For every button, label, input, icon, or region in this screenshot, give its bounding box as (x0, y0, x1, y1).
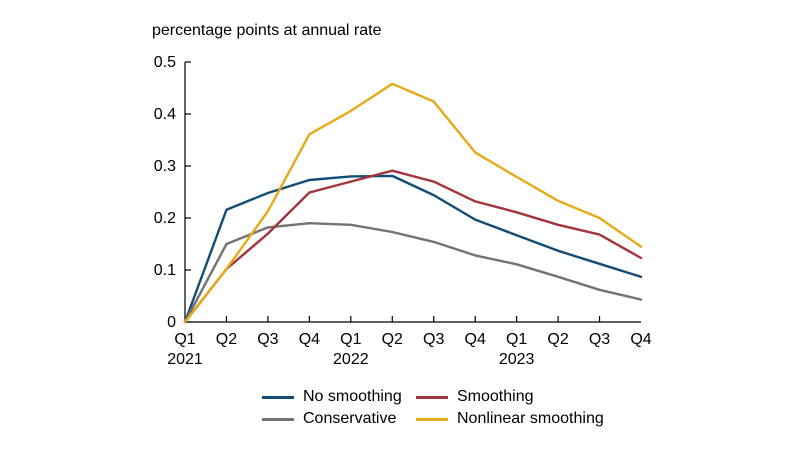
legend-item-nonlinear-smoothing: Nonlinear smoothing (416, 410, 604, 428)
x-tick-label: Q1 (174, 331, 195, 348)
legend-item-conservative: Conservative (262, 410, 396, 428)
y-axis-title: percentage points at annual rate (152, 22, 382, 39)
legend-label-nonlinear-smoothing: Nonlinear smoothing (457, 410, 604, 427)
x-tick-label: Q1 (340, 331, 361, 348)
legend: No smoothing Conservative Smoothing Nonl… (262, 388, 662, 438)
x-tick-label: Q4 (630, 331, 651, 348)
series-line-no-smoothing (183, 174, 643, 324)
y-tick-label: 0.1 (154, 262, 176, 279)
x-tick-label: Q4 (299, 331, 320, 348)
series-line-nonlinear-smoothing (183, 82, 643, 324)
series-line-smoothing (183, 169, 643, 324)
y-tick-label: 0 (167, 314, 176, 331)
legend-swatch-smoothing (416, 395, 448, 399)
legend-swatch-conservative (262, 417, 294, 421)
legend-item-smoothing: Smoothing (416, 388, 534, 406)
x-tick-label: Q3 (589, 331, 610, 348)
x-year-label: 2023 (499, 351, 535, 368)
y-tick-label: 0.3 (154, 158, 176, 175)
x-tick-label: Q1 (506, 331, 527, 348)
y-tick-label: 0.2 (154, 210, 176, 227)
x-tick-label: Q3 (257, 331, 278, 348)
legend-label-conservative: Conservative (303, 410, 397, 427)
axes (184, 61, 641, 323)
x-year-label: 2022 (333, 351, 369, 368)
x-tick-label: Q2 (382, 331, 403, 348)
series-line-conservative (183, 221, 643, 324)
legend-item-no-smoothing: No smoothing (262, 388, 402, 406)
x-tick-label: Q2 (216, 331, 237, 348)
x-tick-label: Q2 (547, 331, 568, 348)
x-tick-label: Q3 (423, 331, 444, 348)
series-lines (183, 82, 643, 324)
legend-swatch-no-smoothing (262, 395, 294, 399)
tick-labels: 0 0.1 0.2 0.3 0.4 0.5 Q1 Q2 Q3 Q4 Q1 Q2 Q3 Q4 Q1 Q2 Q3 Q4… (154, 54, 652, 368)
x-tick-label: Q4 (465, 331, 486, 348)
y-tick-label: 0.5 (154, 54, 176, 71)
y-tick-label: 0.4 (154, 106, 176, 123)
legend-swatch-nonlinear-smoothing (416, 417, 448, 421)
legend-label-smoothing: Smoothing (457, 388, 534, 405)
x-year-label: 2021 (167, 351, 203, 368)
legend-label-no-smoothing: No smoothing (303, 388, 402, 405)
